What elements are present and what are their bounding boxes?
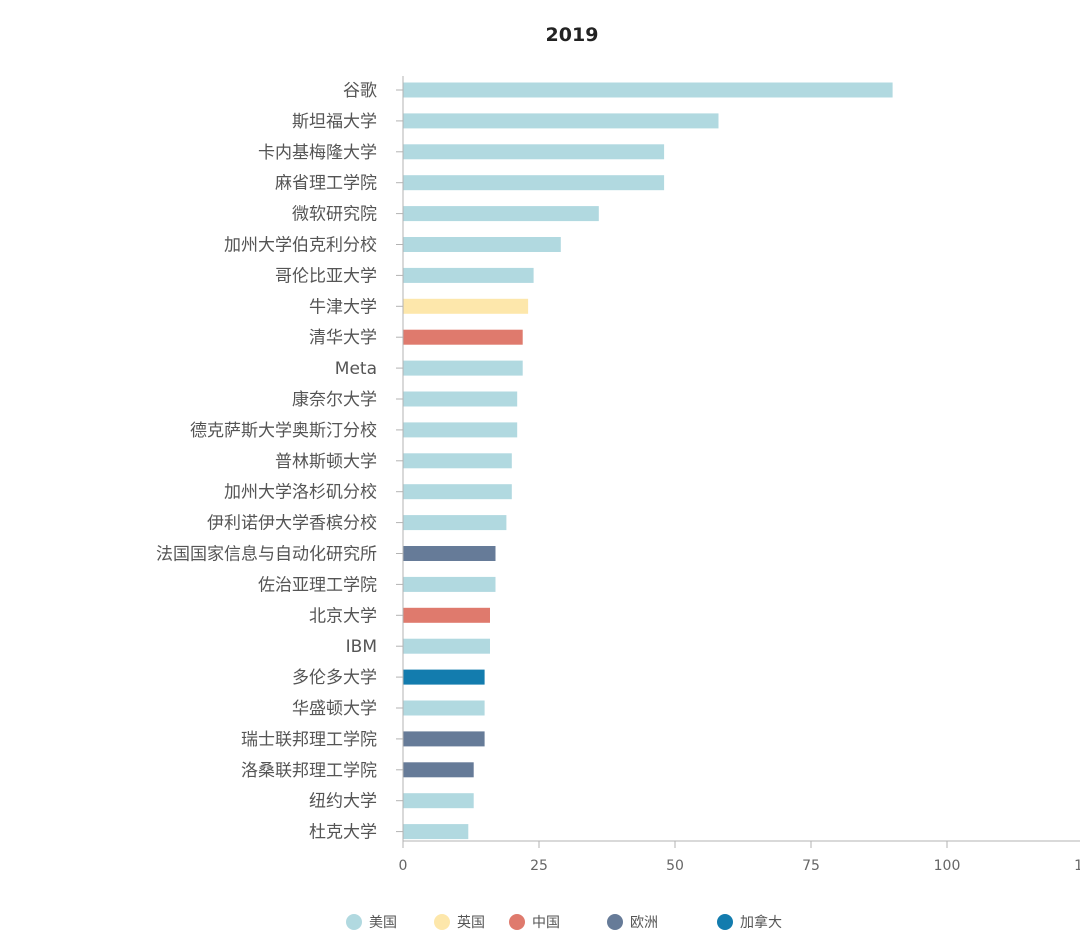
x-tick-label: 25 [530, 858, 548, 874]
category-label: 微软研究院 [292, 205, 377, 225]
legend-label[interactable]: 中国 [532, 915, 560, 931]
category-label: 杜克大学 [309, 823, 377, 843]
category-label: 加州大学洛杉矶分校 [224, 483, 377, 503]
category-label: 北京大学 [309, 606, 377, 626]
category-label: 纽约大学 [309, 792, 377, 812]
bars-layer [403, 82, 893, 840]
legend: 美国 英国 中国 欧洲 加拿大 [346, 914, 782, 931]
bar-11 [403, 391, 518, 407]
category-label: 清华大学 [309, 328, 377, 348]
x-tick-label: 75 [802, 858, 820, 874]
category-label: 普林斯顿大学 [275, 452, 377, 472]
bar-15 [403, 515, 507, 531]
legend-label[interactable]: 英国 [457, 914, 485, 931]
legend-swatch[interactable] [434, 914, 450, 930]
category-label: 法国国家信息与自动化研究所 [156, 545, 377, 565]
bar-19 [403, 638, 490, 654]
bar-21 [403, 700, 485, 716]
bar-8 [403, 298, 529, 314]
category-label: 加州大学伯克利分校 [224, 236, 377, 256]
legend-swatch[interactable] [717, 914, 733, 930]
legend-label[interactable]: 美国 [369, 915, 397, 931]
category-label: Meta [335, 359, 377, 379]
category-label: 伊利诺伊大学香槟分校 [207, 514, 377, 534]
bar-16 [403, 546, 496, 561]
legend-swatch[interactable] [607, 914, 623, 930]
bar-13 [403, 453, 512, 469]
category-label: 佐治亚理工学院 [258, 575, 377, 595]
category-label: 瑞士联邦理工学院 [241, 730, 377, 750]
category-label: 斯坦福大学 [292, 112, 377, 132]
category-label: IBM [346, 637, 377, 657]
bar-17 [403, 576, 496, 592]
bar-5 [403, 206, 599, 222]
bar-1 [403, 82, 893, 98]
legend-swatch[interactable] [509, 914, 525, 930]
bar-2 [403, 113, 719, 129]
x-tick-label: 12 [1074, 858, 1080, 874]
x-tick-label: 50 [666, 858, 684, 874]
x-tick-label: 0 [399, 858, 408, 874]
bar-9 [403, 329, 523, 345]
legend-swatch[interactable] [346, 914, 362, 930]
bar-25 [403, 824, 469, 840]
category-label: 多伦多大学 [292, 668, 377, 688]
bar-10 [403, 360, 523, 376]
category-label: 华盛顿大学 [292, 699, 377, 719]
x-tick-label: 100 [934, 858, 961, 874]
bar-18 [403, 607, 490, 623]
bar-14 [403, 484, 512, 500]
bar-22 [403, 731, 485, 747]
legend-label[interactable]: 加拿大 [740, 914, 782, 931]
category-label: 卡内基梅隆大学 [258, 143, 377, 163]
axes-layer: 谷歌斯坦福大学卡内基梅隆大学麻省理工学院微软研究院加州大学伯克利分校哥伦比亚大学… [156, 76, 1080, 874]
category-label: 麻省理工学院 [275, 174, 377, 194]
category-label: 哥伦比亚大学 [275, 266, 377, 286]
bar-6 [403, 237, 561, 252]
bar-4 [403, 175, 665, 191]
legend-label[interactable]: 欧洲 [630, 915, 658, 931]
category-label: 康奈尔大学 [292, 390, 377, 410]
bar-20 [403, 669, 485, 685]
chart-title: 2019 [546, 24, 599, 46]
bar-24 [403, 793, 474, 809]
category-label: 谷歌 [343, 81, 377, 101]
category-label: 洛桑联邦理工学院 [241, 761, 377, 781]
category-label: 牛津大学 [309, 297, 377, 317]
bar-23 [403, 762, 474, 778]
bar-12 [403, 422, 518, 438]
bar-3 [403, 144, 665, 160]
bar-7 [403, 267, 534, 283]
category-label: 德克萨斯大学奥斯汀分校 [190, 421, 377, 441]
